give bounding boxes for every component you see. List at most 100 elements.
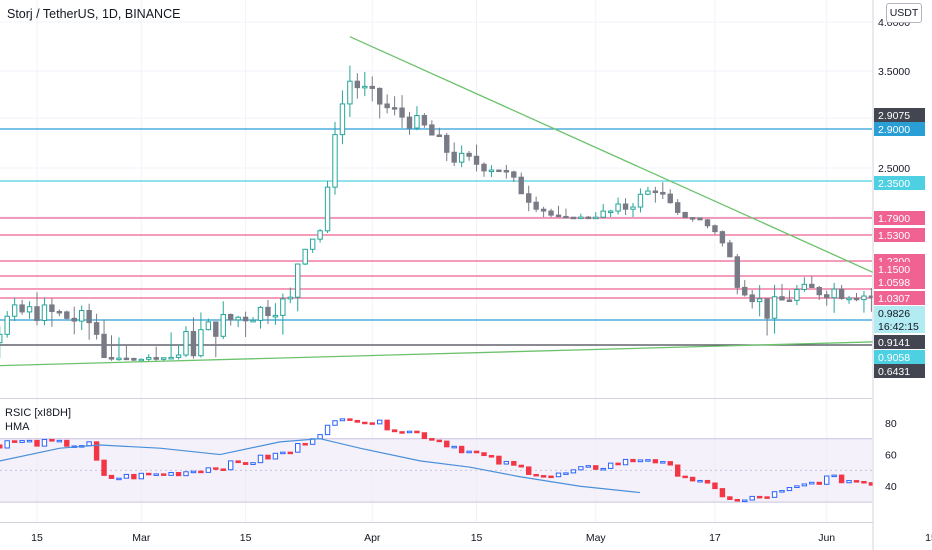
candle-body [41,304,48,321]
price-badge [874,306,925,320]
candle-body [116,357,122,361]
candle-body [563,215,569,219]
candle-body [861,295,867,301]
price-badge [874,364,925,378]
price-badge [874,335,925,349]
rsi-bar [563,472,569,475]
rsi-bar [354,419,361,423]
rsi-bar [771,491,778,498]
rsi-bar [458,445,465,454]
rsi-bar [637,459,644,463]
rsi-bar [347,418,353,421]
rsi-bar [34,439,40,447]
rsi-pane [0,418,932,503]
candle-body [794,288,800,301]
candle-body [101,333,107,359]
price-badge-label: 2.9000 [878,124,910,136]
candle-body [56,310,63,314]
rsi-bar [131,473,137,480]
x-tick-label: Mar [132,532,151,544]
candle-body [123,357,130,361]
candle-body [838,288,845,300]
rsi-bar [213,467,219,470]
price-badge [874,211,925,225]
candle-body [548,210,554,216]
rsi-bar [593,465,599,470]
currency-button[interactable]: USDT [886,3,922,23]
rsi-bar [257,454,264,464]
candle-body [764,298,770,319]
rsi-bar [391,429,398,433]
x-tick-label: Jun [818,532,835,544]
rsi-bar [518,464,524,468]
candle-body [473,155,480,165]
candle-body [19,304,25,313]
candle-body [533,201,539,210]
rsi-bar [339,418,346,422]
rsi-bar [175,472,182,477]
candle-body [451,151,457,163]
rsi-bar [235,460,241,464]
rsi-bar [436,439,443,443]
candle-body [213,321,219,337]
rsi-bar [64,439,70,447]
rsi-bar [26,439,33,443]
candle-body [578,216,584,220]
rsi-bar [123,473,130,479]
rsi-bar [660,461,666,464]
rsi-bar [190,470,197,474]
price-badge [874,291,925,305]
candle-body [79,309,85,322]
price-badge-label: 0.9826 [878,308,910,320]
candle-body [727,242,733,258]
candle-body [26,306,33,313]
candle-body [824,294,830,299]
price-badge-label: 1.7900 [878,213,910,225]
candle-body [332,134,338,188]
rsi-bar [511,460,517,466]
candle-body [272,314,279,318]
price-badge-label: 1.0307 [878,293,910,305]
rsi-bar [712,482,718,490]
rsi-bar [779,490,785,493]
price-badge-label: 1.0598 [878,277,910,289]
rsi-tick-label: 40 [885,481,897,493]
candle-body [645,190,651,195]
trendlines [0,36,932,367]
rsi-bar [496,455,502,465]
price-badge [874,108,925,122]
candle-body [138,358,145,362]
rsi-bar [0,444,3,449]
candle-body [168,356,174,360]
candle-body [444,134,450,153]
rsi-bar [526,466,532,475]
price-badge-label: 0.9058 [878,352,910,364]
rsi-bar [585,465,591,468]
rsi-bar [49,438,55,442]
candle-body [183,330,189,356]
rsi-bar [198,470,204,474]
candle-body [34,306,40,321]
rsi-bar [749,495,755,501]
rsi-bar [630,458,636,463]
rsi-subtitle: HMA [5,420,72,434]
candle-body [257,306,264,321]
candle-body [697,217,703,221]
candle-body [235,316,241,321]
candles [0,65,932,362]
candle-body [607,210,614,214]
rsi-bar [704,479,711,484]
rsi-bar [295,443,301,453]
rsi-bar [377,419,383,425]
candle-body [704,219,711,227]
rsi-bar [831,474,837,478]
candle-body [429,124,435,136]
x-tick-label: May [586,532,607,544]
candle-body [175,354,182,358]
candle-body [585,216,591,220]
candle-body [712,225,718,233]
candle-body [593,216,599,220]
candle-body [779,296,785,301]
candle-body [280,298,286,316]
